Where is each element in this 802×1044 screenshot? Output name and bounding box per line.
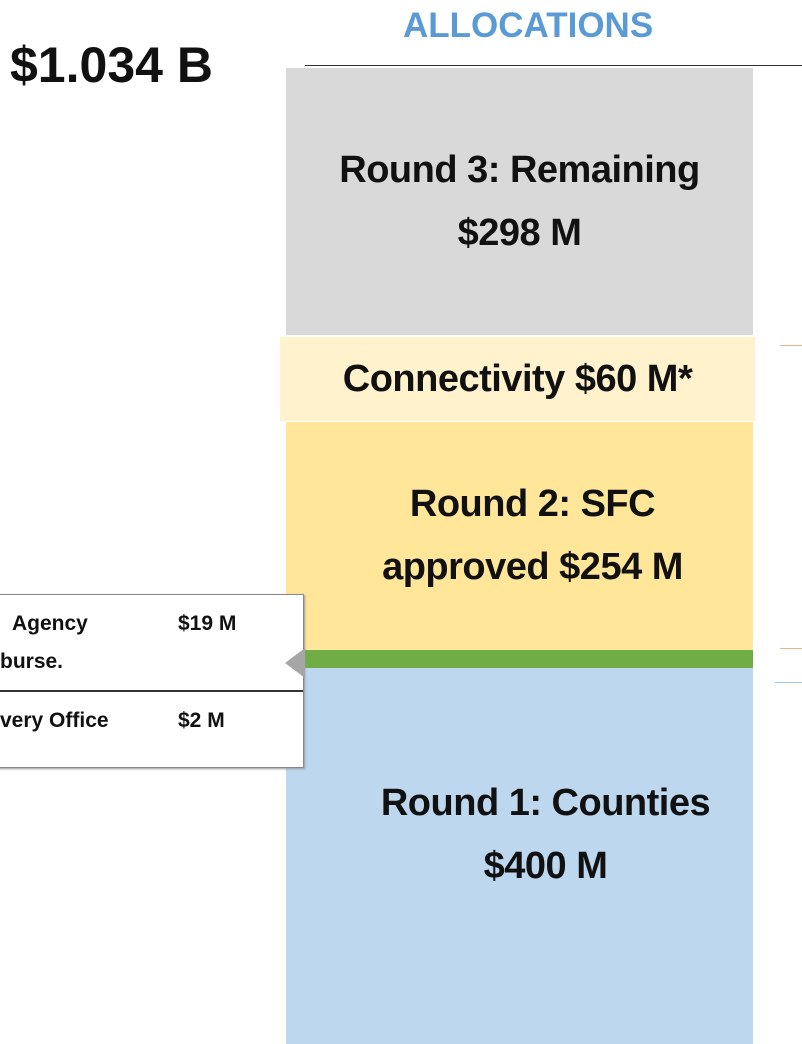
rule <box>305 65 802 66</box>
segment-round3: Round 3: Remaining $298 M <box>286 68 753 335</box>
callout-amount: $19 M <box>178 612 237 635</box>
callout-arrow <box>285 648 305 678</box>
segment-text: $298 M <box>457 211 582 254</box>
segment-text: $400 M <box>483 845 608 887</box>
segment-round1: Round 1: Counties $400 M <box>286 668 753 1044</box>
arrow <box>285 648 305 678</box>
callout-label: Agency <box>12 612 88 635</box>
callout-divider <box>0 690 303 692</box>
callout-amount: $2 M <box>178 709 225 732</box>
tick-orange <box>780 345 802 346</box>
segment-green <box>286 650 753 668</box>
segment-round2: Round 2: SFC approved $254 M <box>286 422 753 650</box>
tick-orange <box>780 648 802 649</box>
callout <box>0 594 304 768</box>
callout-label: very Office <box>0 709 109 732</box>
callout-label: burse. <box>0 650 64 673</box>
segment-connectivity: Connectivity $60 M* <box>280 337 755 421</box>
title: ALLOCATIONS <box>403 6 654 45</box>
segment-text: approved $254 M <box>382 546 683 588</box>
segment-text: Round 3: Remaining <box>339 148 700 191</box>
total: $1.034 B <box>10 37 213 93</box>
segment-text: Round 1: Counties <box>380 782 711 824</box>
segment-text: Round 2: SFC <box>409 483 656 525</box>
segment-text: Connectivity $60 M* <box>342 357 693 400</box>
tick-blue <box>775 682 802 683</box>
